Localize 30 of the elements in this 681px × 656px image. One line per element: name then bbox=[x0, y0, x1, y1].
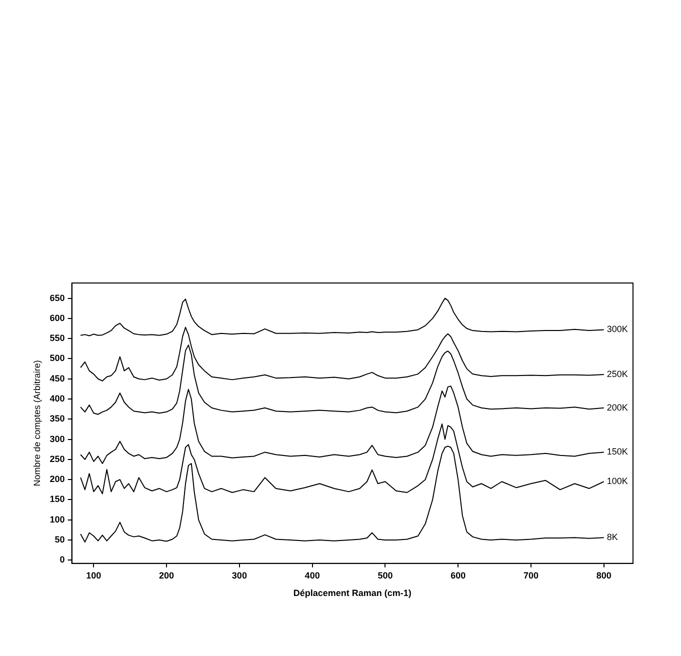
y-tick-label: 150 bbox=[50, 494, 65, 504]
x-tick-label: 500 bbox=[378, 570, 393, 580]
x-tick-label: 200 bbox=[159, 570, 174, 580]
series-label: 150K bbox=[606, 446, 628, 457]
y-tick-label: 350 bbox=[50, 414, 65, 424]
y-tick-label: 450 bbox=[50, 373, 65, 384]
y-tick-label: 550 bbox=[50, 333, 65, 344]
y-tick-label: 400 bbox=[50, 394, 65, 404]
y-tick-label: 600 bbox=[50, 312, 65, 323]
x-tick-label: 300 bbox=[232, 570, 247, 580]
y-tick-label: 650 bbox=[50, 292, 65, 303]
y-tick-label: 300 bbox=[50, 434, 65, 444]
x-axis-title: Déplacement Raman (cm-1) bbox=[293, 588, 412, 598]
series-label: 200K bbox=[606, 402, 628, 412]
y-tick-label: 250 bbox=[50, 454, 65, 464]
y-axis-title: Nombre de comptes (Arbitraire) bbox=[32, 360, 42, 486]
x-tick-label: 800 bbox=[596, 570, 612, 580]
x-tick-label: 100 bbox=[86, 570, 102, 580]
series-label: 300K bbox=[606, 324, 628, 334]
series-label: 250K bbox=[606, 368, 628, 379]
y-tick-label: 0 bbox=[60, 554, 65, 565]
y-tick-label: 50 bbox=[54, 534, 65, 545]
x-tick-label: 700 bbox=[523, 570, 538, 580]
series-label: 8K bbox=[606, 532, 618, 542]
y-tick-label: 200 bbox=[50, 474, 65, 484]
y-tick-label: 500 bbox=[50, 353, 65, 364]
x-tick-label: 600 bbox=[450, 570, 466, 580]
y-tick-label: 100 bbox=[50, 514, 65, 524]
series-label: 100K bbox=[606, 476, 628, 486]
x-tick-label: 400 bbox=[304, 570, 320, 580]
